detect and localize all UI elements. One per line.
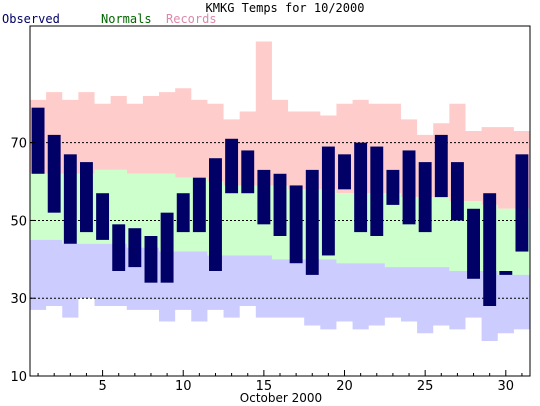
observed-bar <box>273 173 287 236</box>
observed-bar <box>192 177 206 233</box>
observed-bar <box>434 134 448 198</box>
y-tick-label: 70 <box>10 137 27 152</box>
observed-bar <box>402 150 416 225</box>
x-tick-label: 5 <box>98 379 106 394</box>
observed-bar <box>386 169 400 205</box>
y-tick-label: 30 <box>10 292 27 307</box>
observed-bar <box>450 162 464 221</box>
observed-bar <box>144 236 158 283</box>
observed-bar <box>418 162 432 233</box>
observed-bar <box>467 208 480 279</box>
observed-bar <box>499 271 513 275</box>
legend-observed: Observed <box>2 12 60 26</box>
observed-bar <box>257 169 271 225</box>
observed-bar <box>128 228 142 268</box>
observed-bar <box>176 193 190 233</box>
observed-bar <box>63 154 77 244</box>
observed-bar <box>338 154 351 190</box>
observed-bar <box>483 193 497 306</box>
observed-bar <box>160 212 174 283</box>
observed-bar <box>305 169 319 275</box>
x-tick-label: 20 <box>336 379 353 394</box>
observed-bar <box>515 154 529 252</box>
chart-title: KMKG Temps for 10/2000 <box>206 1 365 15</box>
plot-area: 10 30 50 70 5 10 15 20 25 30 <box>10 25 531 394</box>
observed-bar <box>96 193 110 240</box>
legend-normals: Normals <box>101 12 152 26</box>
observed-bar <box>321 146 335 256</box>
observed-bar <box>354 142 368 233</box>
x-tick-label: 30 <box>498 379 515 394</box>
observed-bar <box>47 134 61 213</box>
x-axis-label: October 2000 <box>240 391 322 405</box>
observed-bar <box>289 185 303 264</box>
observed-bar <box>241 150 255 194</box>
y-tick-label: 50 <box>10 214 27 229</box>
x-tick-label: 25 <box>417 379 434 394</box>
legend-records: Records <box>166 12 217 26</box>
observed-bar <box>80 162 93 233</box>
observed-bar <box>31 107 45 174</box>
y-tick-label: 10 <box>10 370 27 385</box>
observed-bar <box>370 146 384 236</box>
x-tick-label: 15 <box>256 379 273 394</box>
observed-bar <box>225 138 239 194</box>
x-tick-label: 10 <box>175 379 192 394</box>
observed-bar <box>209 158 222 271</box>
observed-bar <box>112 224 126 271</box>
